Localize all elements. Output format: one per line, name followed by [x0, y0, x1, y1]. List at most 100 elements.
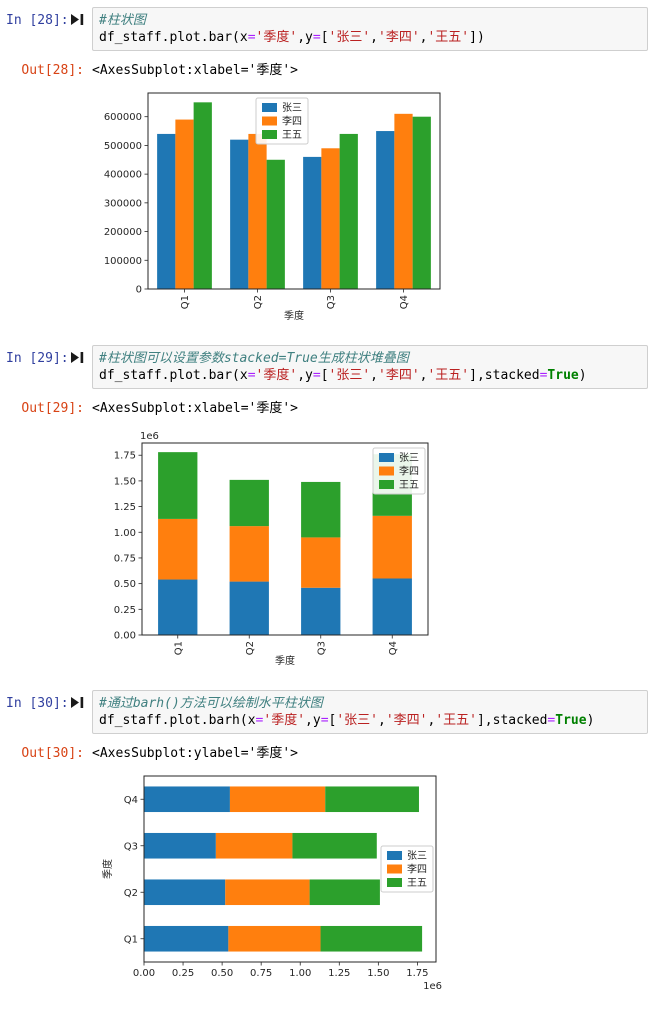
svg-text:李四: 李四	[399, 465, 419, 478]
svg-text:100000: 100000	[104, 256, 142, 267]
run-cell-icon[interactable]	[71, 697, 84, 708]
svg-text:季度: 季度	[101, 859, 114, 879]
output-text: <AxesSubplot:xlabel='季度'>	[92, 63, 299, 78]
code-token: ,	[419, 368, 428, 383]
code-token: ,	[370, 30, 378, 45]
code-token: )	[578, 368, 587, 383]
code-token: ,	[370, 368, 378, 383]
input-row: In [29]: #柱状图可以设置参数stacked=True生成柱状堆叠图 df…	[2, 345, 652, 389]
out-prompt: Out[29]:	[21, 401, 84, 416]
code-token: ,	[378, 713, 386, 728]
code-token: '李四'	[378, 368, 420, 383]
svg-text:600000: 600000	[104, 112, 142, 123]
grouped-bar-chart: 0 100000 200000 300000 400000 500000 600000 Q1 Q…	[100, 89, 446, 322]
stacked-bar-chart: 0.00 0.25 0.50 0.75 1.00 1.25 1.50 1.75 Q1 Q2 Q3 Q4…	[100, 427, 434, 667]
svg-text:1.25: 1.25	[328, 968, 350, 979]
code-line: df_staff.plot.barh(x='季度',y=['张三','李四','…	[99, 712, 641, 729]
svg-text:Q4: Q4	[399, 295, 410, 309]
run-cell-icon[interactable]	[71, 352, 84, 363]
in-prompt: In [30]:	[6, 696, 69, 711]
in-prompt: In [29]:	[6, 351, 69, 366]
code-token: ])	[469, 30, 485, 45]
code-token: =	[320, 713, 329, 728]
svg-text:0.50: 0.50	[114, 579, 136, 590]
svg-text:王五: 王五	[282, 130, 302, 141]
svg-text:0.00: 0.00	[114, 631, 136, 642]
output-text: <AxesSubplot:xlabel='季度'>	[92, 401, 299, 416]
svg-text:0.25: 0.25	[114, 605, 136, 616]
code-line: #柱状图可以设置参数stacked=True生成柱状堆叠图	[99, 350, 641, 367]
svg-text:0.25: 0.25	[172, 968, 194, 979]
code-token: '季度'	[263, 713, 306, 728]
svg-text:王五: 王五	[399, 480, 419, 491]
input-row: In [28]: #柱状图 df_staff.plot.bar(x='季度',y=…	[2, 7, 652, 51]
svg-text:李四: 李四	[282, 115, 302, 128]
svg-text:400000: 400000	[104, 170, 142, 181]
out-prompt: Out[28]:	[21, 63, 84, 78]
svg-text:1.50: 1.50	[114, 476, 136, 487]
code-token: =	[547, 713, 556, 728]
code-token: '王五'	[435, 713, 477, 728]
svg-text:0.50: 0.50	[211, 968, 233, 979]
svg-text:李四: 李四	[407, 863, 427, 876]
run-cell-icon[interactable]	[71, 14, 84, 25]
code-cell-29: In [29]: #柱状图可以设置参数stacked=True生成柱状堆叠图 df…	[0, 340, 654, 685]
svg-text:Q2: Q2	[124, 888, 138, 899]
code-input[interactable]: #柱状图 df_staff.plot.bar(x='季度',y=['张三','李四…	[92, 7, 648, 51]
svg-text:Q4: Q4	[388, 641, 399, 655]
code-input[interactable]: #通过barh()方法可以绘制水平柱状图 df_staff.plot.barh(x…	[92, 690, 648, 734]
code-token: [	[328, 713, 337, 728]
code-line: #通过barh()方法可以绘制水平柱状图	[99, 695, 641, 712]
svg-text:Q1: Q1	[180, 295, 191, 309]
svg-text:Q3: Q3	[316, 641, 327, 655]
svg-text:200000: 200000	[104, 227, 142, 238]
code-token: =	[312, 30, 321, 45]
input-row: In [30]: #通过barh()方法可以绘制水平柱状图 df_staff.pl…	[2, 690, 652, 734]
svg-text:0.00: 0.00	[133, 968, 155, 979]
svg-text:Q1: Q1	[173, 641, 184, 655]
svg-text:1.00: 1.00	[114, 528, 136, 539]
svg-text:Q2: Q2	[253, 295, 264, 309]
code-token: True	[547, 368, 579, 383]
svg-text:Q1: Q1	[124, 934, 138, 945]
svg-text:0: 0	[136, 285, 142, 296]
code-token: ],stacked	[469, 368, 540, 383]
code-token: [	[320, 368, 329, 383]
code-line: df_staff.plot.bar(x='季度',y=['张三','李四','王…	[99, 29, 641, 46]
output-row: Out[30]: <AxesSubplot:ylabel='季度'> 0.00 0…	[2, 740, 652, 1006]
svg-text:300000: 300000	[104, 198, 142, 209]
svg-text:季度: 季度	[275, 654, 295, 667]
code-token: [	[320, 30, 329, 45]
svg-text:1.75: 1.75	[406, 968, 428, 979]
code-token: ,y	[305, 713, 321, 728]
code-token: =	[255, 713, 264, 728]
code-input[interactable]: #柱状图可以设置参数stacked=True生成柱状堆叠图 df_staff.pl…	[92, 345, 648, 389]
code-token: ,y	[297, 368, 313, 383]
code-token: '王五'	[427, 30, 470, 45]
svg-text:1e6: 1e6	[423, 981, 442, 992]
code-token: df_staff.plot.bar(x	[99, 30, 248, 45]
svg-text:1.50: 1.50	[367, 968, 389, 979]
svg-text:张三: 张三	[399, 452, 419, 464]
code-token: ,	[419, 30, 428, 45]
code-token: )	[586, 713, 595, 728]
code-token: '李四'	[378, 30, 420, 45]
output-row: Out[29]: <AxesSubplot:xlabel='季度'> 0.00 0…	[2, 395, 652, 671]
code-token: '张三'	[328, 30, 371, 45]
svg-text:张三: 张三	[407, 850, 427, 862]
code-cell-28: In [28]: #柱状图 df_staff.plot.bar(x='季度',y=…	[0, 2, 654, 340]
code-line: #柱状图	[99, 12, 641, 29]
svg-text:500000: 500000	[104, 141, 142, 152]
code-cell-30: In [30]: #通过barh()方法可以绘制水平柱状图 df_staff.pl…	[0, 685, 654, 1020]
out-prompt: Out[30]:	[21, 746, 84, 761]
code-token: df_staff.plot.bar(x	[99, 368, 248, 383]
code-token: '张三'	[336, 713, 378, 728]
svg-text:1.25: 1.25	[114, 502, 136, 513]
code-token: ,	[427, 713, 436, 728]
svg-text:季度: 季度	[284, 309, 304, 322]
svg-text:0.75: 0.75	[250, 968, 272, 979]
code-token: '季度'	[255, 30, 298, 45]
